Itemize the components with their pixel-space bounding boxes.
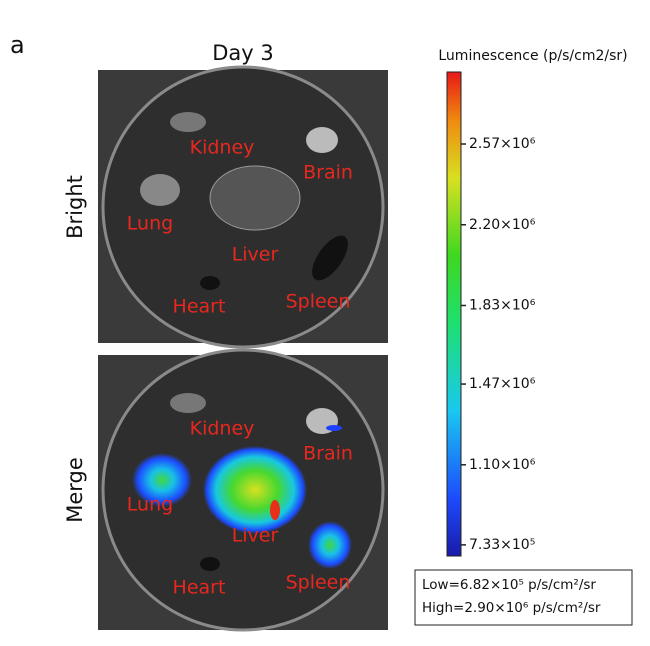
organ-label: Brain [303, 162, 353, 184]
organ-label: Heart [173, 577, 226, 599]
colorbar-title: Luminescence (p/s/cm2/sr) [438, 48, 627, 64]
title: Day 3 [212, 41, 274, 65]
colorbar [446, 71, 462, 557]
panel-merge [98, 348, 388, 632]
organ-label: Spleen [286, 291, 351, 313]
organ-label: Heart [173, 296, 226, 318]
colorbar-tick-label: 7.33×10⁵ [469, 537, 535, 553]
row-label: Bright [63, 175, 87, 239]
panel-label: a [10, 31, 25, 59]
range-high: High=2.90×10⁶ p/s/cm²/sr [422, 600, 601, 616]
organ-label: Liver [232, 244, 279, 266]
colorbar-tick-label: 1.10×10⁶ [469, 457, 536, 473]
panel-bright [98, 65, 388, 349]
colorbar-tick-label: 1.83×10⁶ [469, 297, 536, 313]
organ-label: Liver [232, 525, 279, 547]
organ-label: Lung [127, 494, 173, 516]
organ-label: Spleen [286, 572, 351, 594]
colorbar-tick-label: 2.57×10⁶ [469, 136, 536, 152]
row-label: Merge [63, 457, 87, 523]
colorbar-tick-label: 2.20×10⁶ [469, 217, 536, 233]
organ-label: Lung [127, 213, 173, 235]
organ-label: Kidney [190, 418, 255, 440]
organ-label: Kidney [190, 137, 255, 159]
range-low: Low=6.82×10⁵ p/s/cm²/sr [422, 577, 596, 593]
range-box [414, 569, 633, 626]
organ-label: Brain [303, 443, 353, 465]
colorbar-tick-label: 1.47×10⁶ [469, 376, 536, 392]
